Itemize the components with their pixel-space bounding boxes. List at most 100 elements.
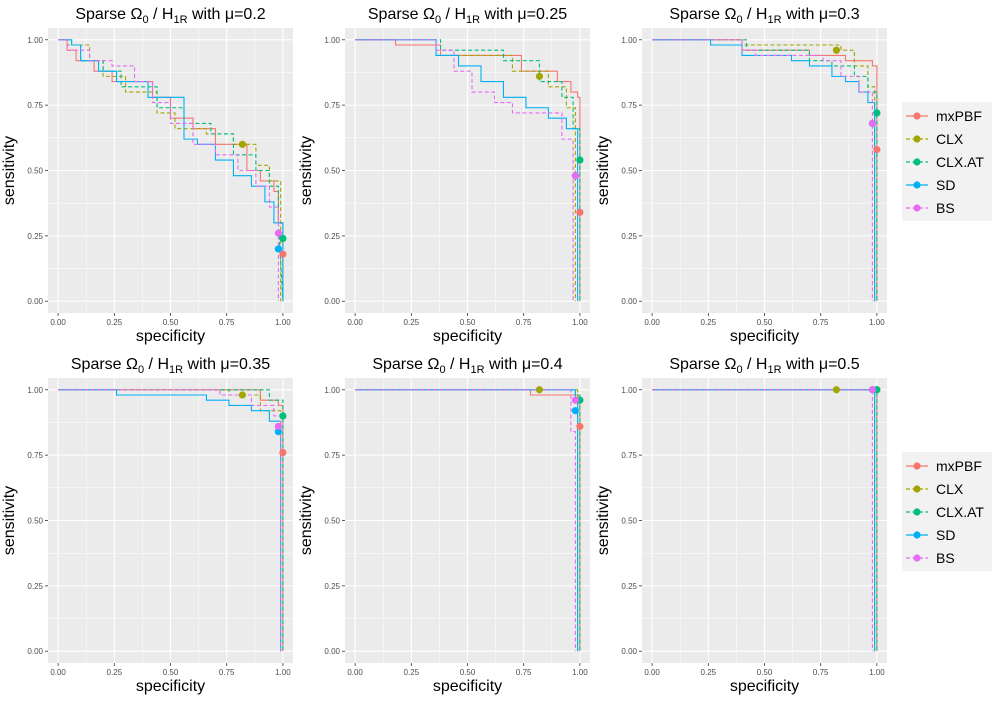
x-tick-label: 0.75 (219, 668, 235, 677)
legend-2: mxPBF CLX CLX.AT SD BS (902, 452, 992, 571)
panel-title: Sparse Ω0 / H1R with μ=0.25 (368, 6, 567, 26)
series-point-clx (238, 391, 247, 399)
legend-1: mxPBF CLX CLX.AT SD BS (902, 102, 992, 221)
x-tick-label: 0.00 (347, 318, 363, 327)
x-tick-label: 0.25 (107, 318, 123, 327)
series-point-clx (535, 72, 544, 80)
y-tick-label: 0.75 (621, 451, 637, 460)
y-tick-label: 0.50 (324, 167, 340, 176)
series-point-clx-at (279, 412, 287, 420)
panel-6: 0.00 0.25 0.50 0.75 1.00 0.00 0.25 0.50 0.75 1.00… (595, 356, 887, 695)
y-tick-label: 0.25 (621, 582, 637, 591)
panel-title: Sparse Ω0 / H1R with μ=0.2 (75, 6, 265, 26)
y-axis-title: sensitivity (1, 486, 18, 555)
series-point-clx (832, 386, 841, 394)
x-tick-label: 0.25 (404, 668, 420, 677)
y-tick-label: 1.00 (27, 386, 43, 395)
series-line-sd (355, 39, 579, 302)
series-point-sd (571, 407, 579, 415)
x-tick-label: 0.75 (219, 318, 235, 327)
x-tick-label: 0.50 (757, 668, 773, 677)
x-tick-label: 0.00 (50, 318, 66, 327)
x-tick-label: 0.00 (644, 668, 660, 677)
legend-key-point (913, 531, 921, 539)
y-tick-label: 0.00 (324, 297, 340, 306)
x-axis-title: specificity (136, 678, 205, 695)
x-tick-label: 1.00 (572, 318, 588, 327)
panel-1: 0.00 0.25 0.50 0.75 1.00 0.00 0.25 0.50 0.75 1.00… (1, 6, 293, 345)
series-point-sd (274, 428, 282, 436)
x-tick-label: 0.50 (460, 668, 476, 677)
x-tick-label: 1.00 (869, 668, 885, 677)
legend-label: CLX (936, 131, 964, 147)
y-tick-label: 0.75 (621, 101, 637, 110)
legend-key-point (913, 181, 921, 189)
series-point-bs (571, 396, 579, 404)
panel-2: 0.00 0.25 0.50 0.75 1.00 0.00 0.25 0.50 0.75 1.00… (298, 6, 590, 345)
legend-label: mxPBF (936, 108, 982, 124)
y-tick-label: 0.75 (27, 451, 43, 460)
x-tick-label: 0.75 (516, 668, 532, 677)
x-tick-label: 0.75 (813, 668, 829, 677)
y-tick-label: 0.50 (324, 517, 340, 526)
x-tick-label: 0.50 (757, 318, 773, 327)
legend-label: CLX (936, 481, 964, 497)
series-point-clx-at (279, 234, 287, 243)
series-point-sd (274, 245, 282, 253)
x-tick-label: 0.50 (163, 318, 179, 327)
panel-5: 0.00 0.25 0.50 0.75 1.00 0.00 0.25 0.50 0.75 1.00… (298, 356, 590, 695)
series-point-bs (868, 119, 876, 128)
x-tick-label: 0.25 (701, 318, 717, 327)
panel-3: 0.00 0.25 0.50 0.75 1.00 0.00 0.25 0.50 0.75 1.00… (595, 6, 887, 345)
series-line-mxpbf (355, 39, 581, 302)
y-tick-label: 0.00 (324, 647, 340, 656)
x-tick-label: 0.25 (701, 668, 717, 677)
y-axis-title: sensitivity (298, 136, 315, 205)
legend-label: mxPBF (936, 458, 982, 474)
y-axis-title: sensitivity (595, 486, 612, 555)
series-line-bs (58, 39, 279, 302)
y-tick-label: 1.00 (324, 386, 340, 395)
x-tick-label: 0.00 (644, 318, 660, 327)
series-point-mxpbf (576, 208, 584, 216)
legend-label: SD (936, 527, 955, 543)
series-line-bs (355, 389, 576, 652)
x-tick-label: 0.50 (163, 668, 179, 677)
series-point-bs (868, 386, 876, 394)
y-tick-label: 0.00 (621, 647, 637, 656)
y-tick-label: 0.00 (27, 647, 43, 656)
x-axis-title: specificity (136, 328, 205, 345)
x-tick-label: 0.75 (813, 318, 829, 327)
series-point-mxpbf (873, 145, 881, 154)
series-line-bs (652, 389, 873, 652)
y-tick-label: 1.00 (27, 36, 43, 45)
series-line-bs (652, 39, 873, 302)
y-tick-label: 0.75 (27, 101, 43, 110)
series-point-clx (535, 386, 544, 394)
y-tick-label: 0.50 (27, 517, 43, 526)
series-point-bs (571, 172, 579, 180)
y-tick-label: 0.25 (324, 232, 340, 241)
x-axis-title: specificity (730, 678, 799, 695)
x-tick-label: 0.25 (107, 668, 123, 677)
x-tick-label: 1.00 (275, 668, 291, 677)
legend-label: BS (936, 550, 955, 566)
x-tick-label: 1.00 (275, 318, 291, 327)
series-point-bs (274, 422, 282, 430)
legend-key-point (913, 508, 921, 516)
legend-key-point (913, 135, 921, 143)
y-tick-label: 1.00 (324, 36, 340, 45)
y-tick-label: 0.25 (324, 582, 340, 591)
series-line-clx-at (58, 389, 284, 652)
series-point-clx (238, 140, 247, 148)
y-tick-label: 1.00 (621, 386, 637, 395)
x-tick-label: 0.00 (50, 668, 66, 677)
panel-title: Sparse Ω0 / H1R with μ=0.35 (71, 356, 270, 376)
y-tick-label: 0.25 (621, 232, 637, 241)
x-tick-label: 1.00 (572, 668, 588, 677)
x-tick-label: 0.50 (460, 318, 476, 327)
x-axis-title: specificity (433, 678, 502, 695)
y-tick-label: 0.25 (27, 232, 43, 241)
x-tick-label: 0.25 (404, 318, 420, 327)
